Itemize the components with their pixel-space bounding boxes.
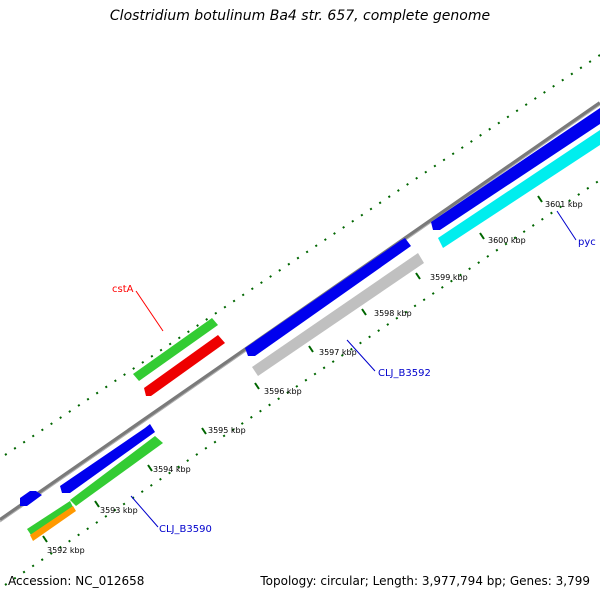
- cds-green-2[interactable]: [27, 501, 74, 535]
- cstA-leader: [135, 290, 164, 332]
- tick-label-3592: 3592 kbp: [47, 546, 85, 555]
- gene-label-pyc[interactable]: pyc: [578, 237, 596, 248]
- gene-label-CLJ_B3592[interactable]: CLJ_B3592: [378, 368, 431, 379]
- CLJ_B3590-leader: [130, 495, 159, 528]
- tick-label-3597: 3597 kbp: [319, 348, 357, 357]
- cds-blue-3[interactable]: [245, 238, 411, 356]
- cds-green-1[interactable]: [70, 436, 163, 506]
- tick-marks: [42, 195, 543, 543]
- tick-label-3598: 3598 kbp: [374, 309, 412, 318]
- tick-label-3596: 3596 kbp: [264, 387, 302, 396]
- cds-blue-4[interactable]: [431, 108, 600, 230]
- pyc-leader: [556, 210, 577, 241]
- CLJ_B3592-leader: [346, 339, 376, 372]
- cds-orange[interactable]: [30, 506, 76, 541]
- cds-cstA[interactable]: [144, 335, 225, 396]
- genome-summary-text: Topology: circular; Length: 3,977,794 bp…: [260, 574, 590, 588]
- map-title: Clostridium botulinum Ba4 str. 657, comp…: [109, 8, 491, 24]
- tick-label-3601: 3601 kbp: [545, 200, 583, 209]
- cds-CLJ_B3592[interactable]: [252, 253, 424, 376]
- tick-label-3595: 3595 kbp: [208, 426, 246, 435]
- cds-blue-2[interactable]: [60, 424, 155, 493]
- accession-text: Accession: NC_012658: [8, 574, 145, 588]
- tick-label-3594: 3594 kbp: [153, 465, 191, 474]
- cds-blue-1[interactable]: [20, 491, 42, 506]
- tick-label-3593: 3593 kbp: [100, 506, 138, 515]
- cds-pyc[interactable]: [438, 130, 600, 248]
- gene-label-cstA[interactable]: cstA: [112, 284, 134, 295]
- tick-label-3600: 3600 kbp: [488, 236, 526, 245]
- gene-label-CLJ_B3590[interactable]: CLJ_B3590: [159, 524, 212, 535]
- tick-label-3599: 3599 kbp: [430, 273, 468, 282]
- cds-cstA-partner[interactable]: [133, 318, 218, 381]
- outer-dotted-scale: [4, 54, 600, 456]
